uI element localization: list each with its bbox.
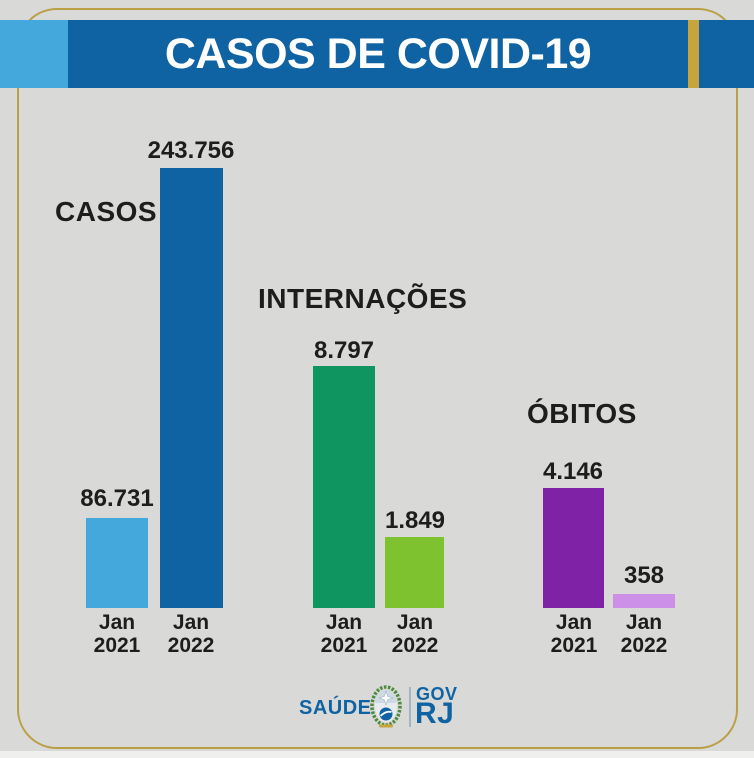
bar-obitos-jan-2022 — [613, 594, 675, 608]
bottom-edge-strip — [0, 751, 754, 758]
header-gold-stripe — [688, 20, 699, 88]
tick-year: 2021 — [93, 634, 141, 657]
value-label-obitos-2021: 4.146 — [542, 458, 604, 485]
tick-month: Jan — [172, 611, 210, 634]
rj-wordmark: RJ — [415, 697, 455, 730]
value-label-internacoes-2022: 1.849 — [384, 507, 446, 534]
tick-year: 2022 — [167, 634, 215, 657]
footer-logo-lockup: SAÚDE GOV RJ — [0, 680, 754, 736]
value-label-obitos-2022: 358 — [623, 562, 665, 589]
value-label-casos-2021: 86.731 — [80, 485, 154, 512]
tick-month: Jan — [396, 611, 434, 634]
logo-divider — [409, 687, 411, 727]
bar-casos-jan-2021 — [86, 518, 148, 608]
tick-label-internacoes-2022: Jan 2022 — [370, 611, 460, 657]
tick-label-casos-2022: Jan 2022 — [146, 611, 236, 657]
header-lightblue-block — [0, 20, 68, 88]
page-title: CASOS DE COVID-19 — [164, 30, 592, 78]
gov-wordmark: GOV — [416, 684, 458, 704]
header-band: CASOS DE COVID-19 — [0, 20, 754, 88]
gold-border-frame — [17, 8, 738, 749]
tick-label-internacoes-2021: Jan 2021 — [299, 611, 389, 657]
value-label-casos-2022: 243.756 — [147, 137, 235, 164]
bar-obitos-jan-2021 — [543, 488, 604, 608]
bar-casos-jan-2022 — [160, 168, 223, 608]
bar-internacoes-jan-2021 — [313, 366, 375, 608]
tick-label-casos-2021: Jan 2021 — [72, 611, 162, 657]
tick-month: Jan — [555, 611, 593, 634]
group-label-internacoes: INTERNAÇÕES — [258, 283, 468, 314]
saude-wordmark: SAÚDE — [299, 697, 372, 719]
tick-month: Jan — [625, 611, 663, 634]
tick-year: 2021 — [320, 634, 368, 657]
tick-year: 2022 — [391, 634, 439, 657]
rj-state-crest-icon — [369, 683, 403, 731]
tick-year: 2021 — [550, 634, 598, 657]
tick-month: Jan — [98, 611, 136, 634]
bar-internacoes-jan-2022 — [385, 537, 444, 608]
tick-label-obitos-2021: Jan 2021 — [529, 611, 619, 657]
tick-label-obitos-2022: Jan 2022 — [599, 611, 689, 657]
group-label-casos: CASOS — [55, 196, 158, 227]
group-label-obitos: ÓBITOS — [527, 398, 637, 429]
value-label-internacoes-2021: 8.797 — [313, 337, 375, 364]
tick-month: Jan — [325, 611, 363, 634]
tick-year: 2022 — [620, 634, 668, 657]
